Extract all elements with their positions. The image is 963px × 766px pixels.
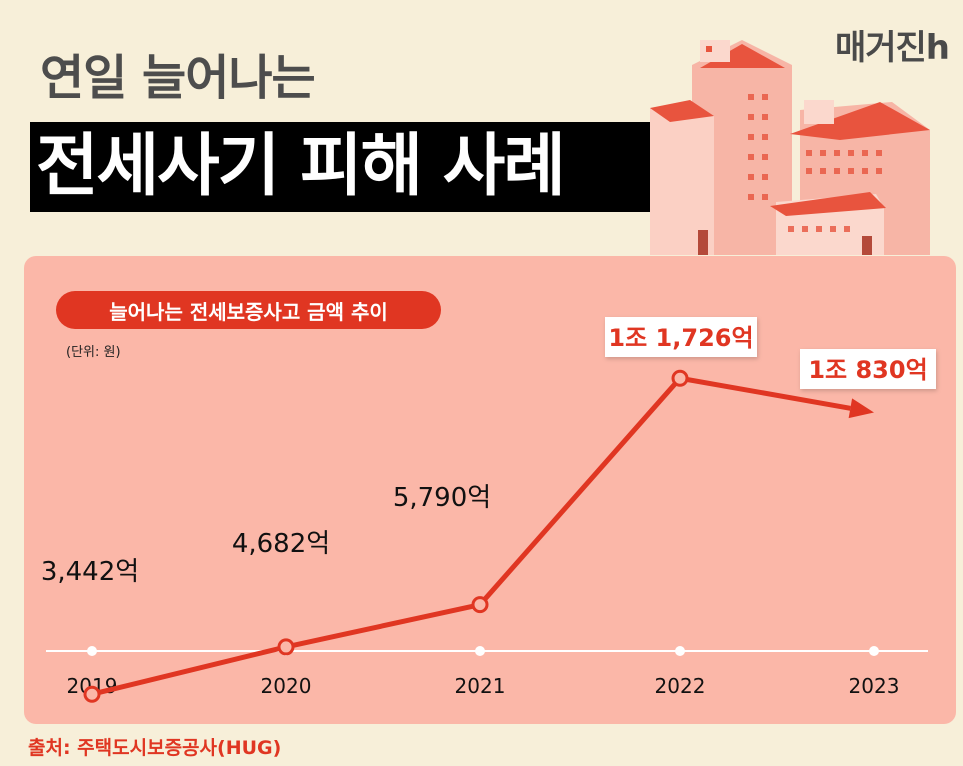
series-line bbox=[91, 376, 682, 697]
headline-line-1: 연일 늘어나는 bbox=[40, 50, 316, 106]
data-label: 3,442억 bbox=[41, 557, 139, 587]
data-label-highlight: 1조 830억 bbox=[808, 356, 927, 384]
x-tick-dot bbox=[87, 646, 97, 656]
data-label-highlight: 1조 1,726억 bbox=[608, 324, 753, 352]
chart-panel bbox=[24, 256, 956, 724]
series-arrow-head bbox=[848, 398, 874, 419]
data-point bbox=[471, 596, 489, 614]
unit-label: (단위: 원) bbox=[66, 345, 121, 360]
source-note: 출처: 주택도시보증공사(HUG) bbox=[28, 737, 282, 759]
x-tick-dot bbox=[675, 646, 685, 656]
data-label-box bbox=[605, 317, 757, 357]
chart-title: 늘어나는 전세보증사고 금액 추이 bbox=[56, 291, 441, 329]
x-tick-dot bbox=[869, 646, 879, 656]
data-label: 4,682억 bbox=[232, 529, 330, 559]
x-tick-label: 2020 bbox=[261, 674, 312, 698]
data-label-box bbox=[800, 349, 936, 389]
data-point bbox=[671, 369, 689, 387]
buildings-illustration bbox=[650, 40, 930, 255]
data-label: 5,790억 bbox=[393, 483, 491, 513]
x-tick-dot bbox=[475, 646, 485, 656]
data-point bbox=[83, 685, 101, 703]
x-tick-label: 2021 bbox=[455, 674, 506, 698]
x-tick-label: 2023 bbox=[849, 674, 900, 698]
series-arrow-line bbox=[679, 375, 851, 411]
x-tick-label: 2022 bbox=[655, 674, 706, 698]
brand-logo: 매거진h bbox=[834, 28, 950, 68]
headline-line-2: 전세사기 피해 사례 bbox=[36, 127, 566, 206]
data-point bbox=[277, 638, 295, 656]
headline-highlight-box bbox=[30, 122, 720, 212]
